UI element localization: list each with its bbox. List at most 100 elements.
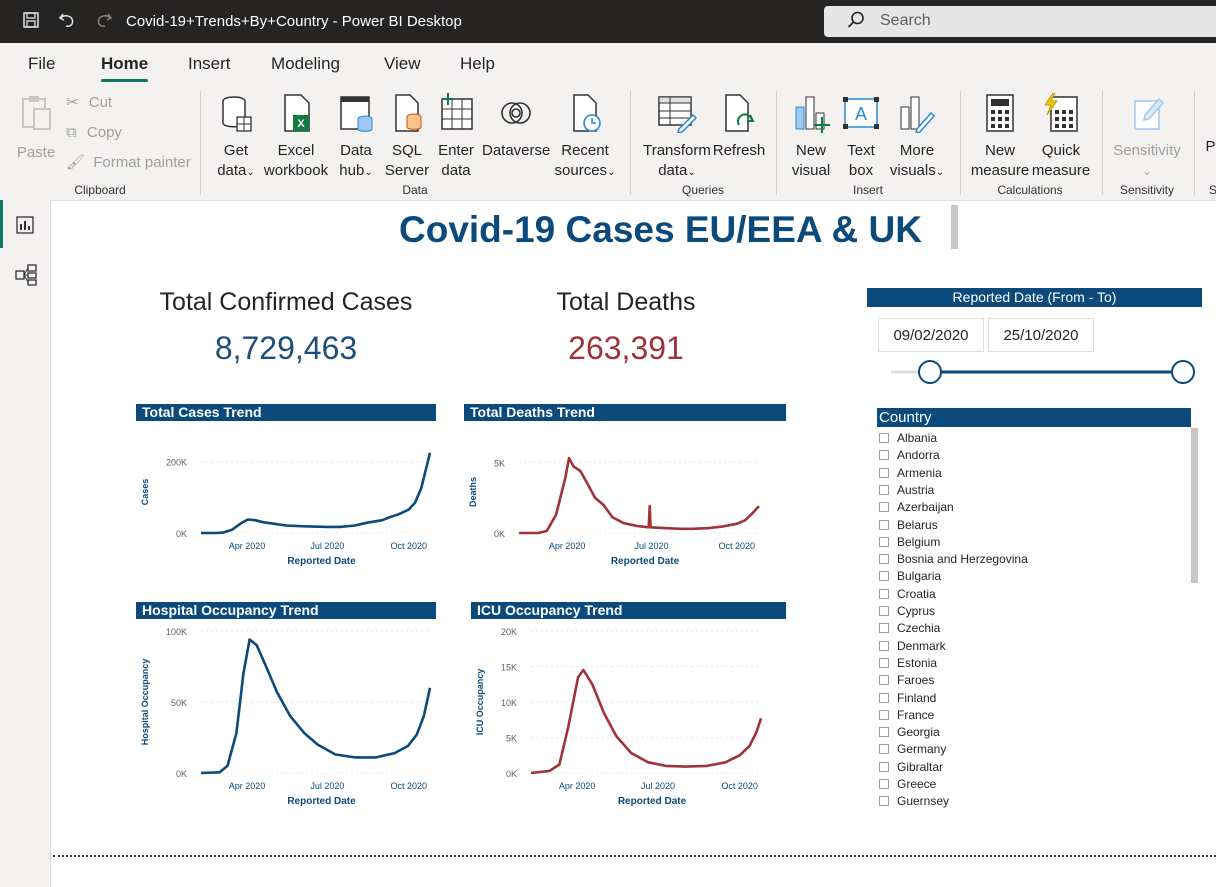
hospital-occupancy-chart[interactable]: 0K 50K 100K Apr 2020 Jul 2020 Oct 2020 Reporte… [136, 619, 436, 811]
country-item[interactable]: Andorra [879, 447, 940, 464]
tab-view[interactable]: View [384, 54, 421, 73]
model-view-icon[interactable] [15, 264, 37, 291]
tab-home[interactable]: Home [101, 54, 149, 82]
checkbox[interactable] [879, 744, 889, 755]
country-label: Gibraltar [897, 759, 944, 774]
cut-button[interactable]: ✂ Cut [66, 93, 112, 111]
new-measure-label-2: measure [970, 162, 1030, 179]
sensitivity-button[interactable]: Sensitivity ⌄ [1108, 93, 1186, 182]
transform-data-button[interactable]: Transform data⌄ [642, 93, 712, 183]
copy-button[interactable]: ⧉ Copy [66, 123, 122, 141]
country-item[interactable]: Germany [879, 741, 946, 758]
checkbox[interactable] [879, 467, 889, 478]
checkbox[interactable] [879, 675, 889, 686]
data-group-label: Data [402, 183, 428, 197]
country-item[interactable]: Bulgaria [879, 568, 941, 585]
date-from-input[interactable]: 09/02/2020 [878, 318, 984, 352]
search-input[interactable]: Search [880, 12, 931, 29]
new-measure-button[interactable]: New measure [970, 93, 1030, 181]
checkbox[interactable] [879, 536, 889, 547]
search-box[interactable]: Search [824, 6, 1216, 37]
country-item[interactable]: Denmark [879, 638, 946, 655]
undo-icon[interactable] [57, 11, 77, 31]
checkbox[interactable] [879, 519, 889, 530]
checkbox[interactable] [879, 484, 889, 495]
report-view-icon[interactable] [15, 215, 35, 240]
excel-workbook-button[interactable]: X Excel workbook [262, 93, 330, 181]
checkbox[interactable] [879, 727, 889, 738]
country-item[interactable]: Estonia [879, 655, 937, 672]
checkbox[interactable] [879, 554, 889, 565]
slider-handle-from[interactable] [918, 360, 942, 384]
save-icon[interactable] [21, 11, 41, 31]
country-item[interactable]: Belgium [879, 534, 940, 551]
checkbox[interactable] [879, 692, 889, 703]
country-item[interactable]: Gibraltar [879, 759, 943, 776]
enter-data-button[interactable]: Enter data [434, 93, 478, 181]
country-item[interactable]: Guernsey [879, 793, 949, 810]
refresh-button[interactable]: Refresh [712, 93, 766, 161]
publish-button-partial[interactable]: P [1205, 138, 1216, 155]
country-item[interactable]: Finland [879, 690, 936, 707]
recent-sources-button[interactable]: Recent sources⌄ [552, 93, 618, 183]
slider-handle-to[interactable] [1171, 360, 1195, 384]
checkbox[interactable] [879, 606, 889, 616]
country-item[interactable]: Faroes [879, 672, 934, 689]
get-data-button[interactable]: Get data⌄ [210, 93, 262, 183]
quick-measure-button[interactable]: Quick measure [1030, 92, 1092, 181]
country-slicer-header: Country [877, 408, 1191, 427]
country-item[interactable]: Georgia [879, 724, 940, 741]
ribbon-separator [630, 91, 631, 195]
tab-insert[interactable]: Insert [188, 54, 231, 73]
menu-bar: File Home Insert Modeling View Help [0, 43, 1216, 85]
more-visuals-button[interactable]: More visuals⌄ [886, 93, 948, 183]
cut-icon: ✂ [66, 93, 79, 111]
country-item[interactable]: Azerbaijan [879, 499, 954, 516]
sql-server-button[interactable]: SQL Server [384, 93, 430, 181]
date-range-slider[interactable] [889, 359, 1199, 387]
country-item[interactable]: Belarus [879, 517, 938, 534]
data-hub-button[interactable]: Data hub⌄ [332, 93, 380, 183]
country-label: Bosnia and Herzegovina [897, 552, 1028, 567]
series-line [200, 638, 432, 775]
y-axis-label: ICU Occupancy [475, 669, 485, 736]
cases-trend-chart[interactable]: 0K 200K Apr 2020 Jul 2020 Oct 2020 Reported D… [136, 421, 436, 571]
icu-occupancy-chart[interactable]: 0K 5K 10K 15K 20K Apr 2020 Jul 2020 Oct 2020 Rep… [471, 619, 786, 811]
country-item[interactable]: Bosnia and Herzegovina [879, 551, 1028, 568]
checkbox[interactable] [879, 571, 889, 582]
country-list-scrollbar[interactable] [1191, 428, 1198, 583]
country-item[interactable]: Austria [879, 482, 934, 499]
checkbox[interactable] [879, 657, 889, 668]
deaths-trend-chart[interactable]: 0K 5K Apr 2020 Jul 2020 Oct 2020 Reported Dat… [464, 421, 786, 571]
tab-help[interactable]: Help [460, 54, 495, 73]
country-list[interactable]: Albania Andorra Armenia Austria Azerbaijan Be… [879, 430, 1189, 813]
y-tick-label: 0K [494, 529, 505, 539]
country-item[interactable]: Greece [879, 776, 936, 793]
checkbox[interactable] [879, 433, 889, 443]
tab-modeling[interactable]: Modeling [271, 54, 340, 73]
checkbox[interactable] [879, 709, 889, 720]
checkbox[interactable] [879, 796, 889, 807]
country-item[interactable]: Armenia [879, 465, 942, 482]
checkbox[interactable] [879, 588, 889, 599]
country-item[interactable]: France [879, 707, 934, 724]
checkbox[interactable] [879, 502, 889, 513]
paste-button[interactable]: Paste [14, 93, 58, 163]
country-item[interactable]: Cyprus [879, 603, 935, 620]
checkbox[interactable] [879, 761, 889, 772]
dataverse-button[interactable]: Dataverse [482, 93, 550, 161]
date-to-input[interactable]: 25/10/2020 [988, 318, 1094, 352]
country-item[interactable]: Croatia [879, 586, 936, 603]
country-item[interactable]: Albania [879, 430, 937, 447]
text-box-button[interactable]: A Text box [838, 93, 884, 181]
checkbox[interactable] [879, 450, 889, 461]
format-painter-button[interactable]: 🖌 Format painter [66, 153, 191, 171]
new-visual-button[interactable]: New visual [788, 93, 834, 181]
data-hub-label-1: Data [340, 142, 372, 159]
checkbox[interactable] [879, 640, 889, 651]
title-bar: Covid-19+Trends+By+Country - Power BI De… [0, 0, 1216, 43]
checkbox[interactable] [879, 623, 889, 634]
tab-file[interactable]: File [28, 54, 56, 73]
checkbox[interactable] [879, 779, 889, 789]
country-item[interactable]: Czechia [879, 620, 940, 637]
